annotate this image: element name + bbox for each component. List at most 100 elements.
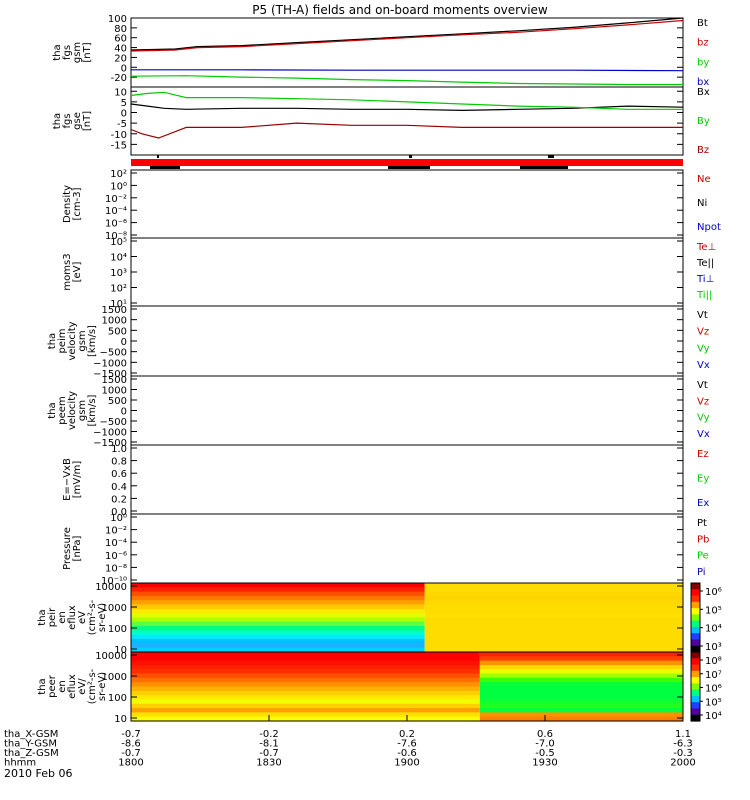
y-tick-label: 10⁻⁴ — [105, 206, 127, 217]
series-line-Bt — [130, 17, 684, 51]
y-tick-label: 0.8 — [111, 457, 127, 468]
panel-frame — [130, 305, 684, 377]
series-line-bz — [130, 19, 684, 52]
y-tick-label: 5 — [121, 98, 127, 109]
spectrogram-cell — [424, 595, 683, 601]
spectrogram-cell — [424, 617, 683, 623]
spectrogram-cell — [479, 703, 683, 709]
colorbar-segment — [691, 695, 700, 703]
spectrogram-cell — [131, 630, 425, 636]
y-tick-label: -5 — [117, 119, 127, 130]
legend-label: Ti|| — [696, 290, 712, 301]
y-tick-label: 10⁻⁴ — [105, 538, 127, 549]
legend-label: Vx — [697, 360, 710, 371]
colorbar-segment — [691, 689, 700, 697]
colorbar-segment — [691, 626, 700, 634]
legend-label: Vy — [697, 413, 710, 424]
y-tick-label: 60 — [114, 34, 127, 45]
x-tick-label: -6.3 — [673, 739, 693, 750]
x-row-label: tha_X-GSM — [4, 729, 58, 740]
spectrogram-cell — [479, 686, 683, 692]
spectrogram-cell — [131, 686, 480, 692]
colorbar-tick-label: 10⁴ — [705, 624, 722, 635]
legend-label: Pe — [697, 551, 709, 562]
y-axis-label: tha — [52, 44, 63, 60]
series-line-By — [130, 91, 683, 110]
spectrogram-cell — [131, 639, 425, 644]
spectrogram-cell — [479, 677, 683, 683]
y-tick-label: 10⁻² — [105, 194, 127, 205]
x-row-label: tha_Z-GSM — [4, 748, 59, 759]
y-axis-label: eV/ — [77, 678, 88, 695]
spectrogram-cell — [131, 703, 480, 709]
x-tick-label: 1.1 — [675, 729, 691, 740]
y-tick-label: 10⁴ — [110, 253, 127, 264]
legend-label: Pb — [697, 534, 709, 545]
x-tick-label: -0.3 — [673, 748, 693, 759]
y-tick-label: 100 — [108, 14, 127, 25]
status-marker — [520, 166, 568, 169]
spectrogram-cell — [479, 712, 683, 718]
y-tick-label: −1500 — [93, 438, 127, 449]
spectrogram-cell — [131, 708, 480, 713]
colorbar-tick-label: 10⁶ — [705, 587, 722, 598]
spectrogram-cell — [131, 677, 480, 683]
legend-label: Te|| — [696, 258, 714, 269]
legend-label: Ni — [697, 198, 707, 209]
panel-temperature: 10⁵ 10⁴ 10³ 10² 10¹ moms3 [eV] Te⊥ Te|| Ti⊥ Ti|| — [62, 237, 716, 310]
x-tick-label: -8.1 — [259, 739, 279, 750]
spectrogram-cell — [479, 652, 683, 657]
colorbar-segment — [691, 714, 700, 722]
y-axis-label: [mV/m] — [72, 461, 83, 499]
x-tick-label: -8.6 — [121, 739, 141, 750]
colorbar-segment — [691, 664, 700, 672]
colorbar-segment — [691, 608, 700, 615]
spectrogram-cell — [479, 699, 683, 705]
colorbar-segment — [691, 677, 700, 684]
spectrogram-cell — [479, 656, 683, 662]
legend-label: Vt — [697, 380, 708, 391]
y-tick-label: 0.2 — [111, 494, 127, 505]
colorbar-segment — [691, 620, 700, 628]
panel-frame — [130, 86, 684, 156]
panel-frame — [130, 237, 684, 307]
colorbar-segment — [691, 601, 700, 609]
y-axis-label: E=−VxB — [62, 458, 73, 501]
spectrogram-cell — [479, 673, 683, 679]
panel-frame — [130, 169, 684, 239]
spectrogram-cell — [131, 716, 480, 722]
spectrogram-cell — [424, 634, 683, 640]
spectrogram-cell — [479, 716, 683, 722]
colorbar-segment — [691, 683, 700, 691]
spectrogram-cell — [131, 712, 480, 718]
colorbar-tick-label: 10⁵ — [705, 605, 722, 616]
colorbar-segment — [691, 639, 700, 647]
y-axis-label: tha — [47, 402, 58, 418]
spectrogram-cell — [131, 587, 425, 593]
legend-label: Vt — [697, 310, 708, 321]
y-axis-label: peem — [57, 396, 68, 424]
spectrogram-cell — [424, 591, 683, 597]
legend-label: Pi — [697, 567, 706, 578]
y-axis-label: fgs — [62, 113, 73, 128]
spectrogram-cell — [131, 669, 480, 675]
y-tick-label: 10000 — [95, 651, 127, 662]
y-tick-label: 10⁰ — [110, 513, 127, 524]
x-tick-label: 1800 — [118, 758, 143, 769]
y-tick-label: 500 — [108, 326, 127, 337]
y-tick-label: 10⁻¹⁰ — [101, 576, 127, 587]
y-axis-label: [cm-3] — [72, 187, 83, 220]
colorbar-segment — [691, 589, 700, 597]
legend-label: Vz — [697, 396, 709, 407]
y-tick-label: 1000 — [102, 386, 127, 397]
x-tick-label: -0.7 — [259, 748, 279, 759]
spectrogram-cell — [131, 656, 480, 662]
series-line-Bx — [130, 103, 684, 112]
y-tick-label: 10¹ — [110, 299, 127, 310]
y-axis-label: sr-eV) — [97, 672, 108, 701]
